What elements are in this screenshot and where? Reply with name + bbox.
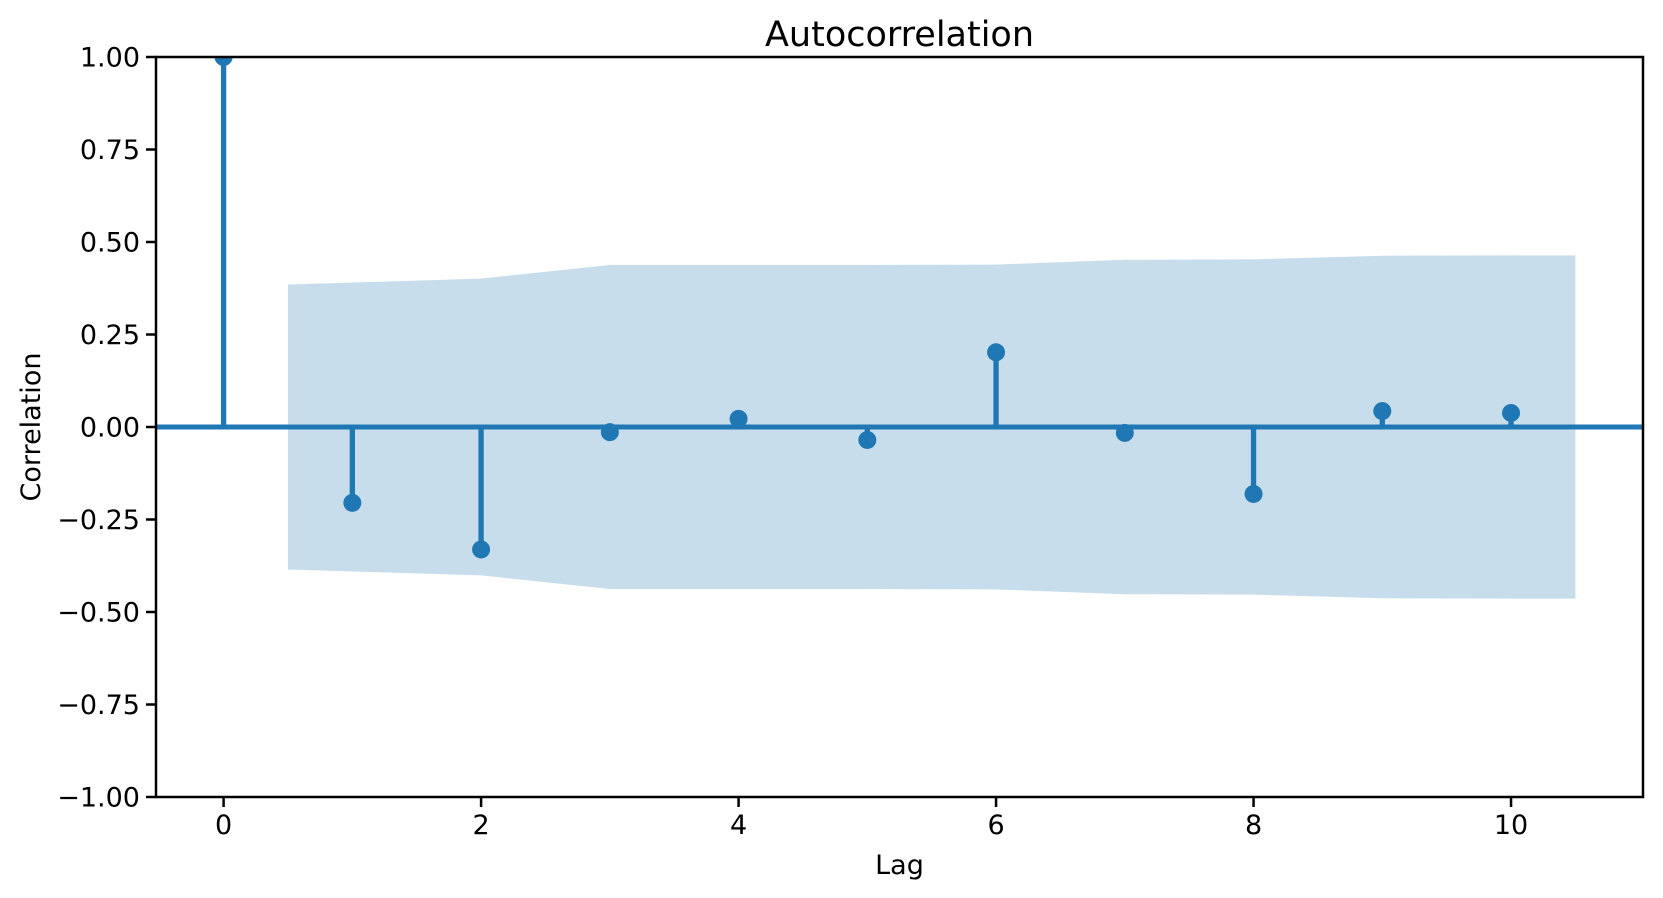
y-tick-label: −1.00 [57, 783, 140, 814]
acf-marker [214, 57, 233, 66]
x-tick-label: 0 [215, 810, 232, 841]
acf-marker [858, 430, 877, 449]
stem-series-layer [156, 57, 1643, 559]
y-tick-label: −0.25 [57, 505, 140, 536]
y-tick-label: −0.50 [57, 598, 140, 629]
acf-marker [1502, 403, 1521, 422]
acf-marker [987, 343, 1006, 362]
y-tick-label: 0.75 [80, 135, 140, 166]
y-tick-label: −0.75 [57, 690, 140, 721]
y-tick-label: 1.00 [80, 43, 140, 74]
x-tick-label: 2 [472, 810, 489, 841]
acf-marker [472, 540, 491, 559]
acf-marker [1115, 423, 1134, 442]
y-tick-label: 0.00 [80, 413, 140, 444]
x-tick-label: 6 [987, 810, 1004, 841]
y-tick-label: 0.50 [80, 228, 140, 259]
x-tick-label: 10 [1494, 810, 1528, 841]
acf-marker [1244, 484, 1263, 503]
acf-marker [729, 409, 748, 428]
tick-layer: 1.00 0.75 0.50 0.25 0.00 −0.25 −0.50 −0.75 −1.00… [57, 43, 1528, 842]
x-tick-label: 4 [730, 810, 747, 841]
x-tick-label: 8 [1245, 810, 1262, 841]
x-axis-label: Lag [875, 850, 924, 881]
acf-marker [343, 493, 362, 512]
y-tick-label: 0.25 [80, 320, 140, 351]
acf-marker [600, 423, 619, 442]
chart-title: Autocorrelation [765, 15, 1034, 55]
y-axis-label: Correlation [16, 353, 47, 502]
acf-marker [1373, 402, 1392, 421]
